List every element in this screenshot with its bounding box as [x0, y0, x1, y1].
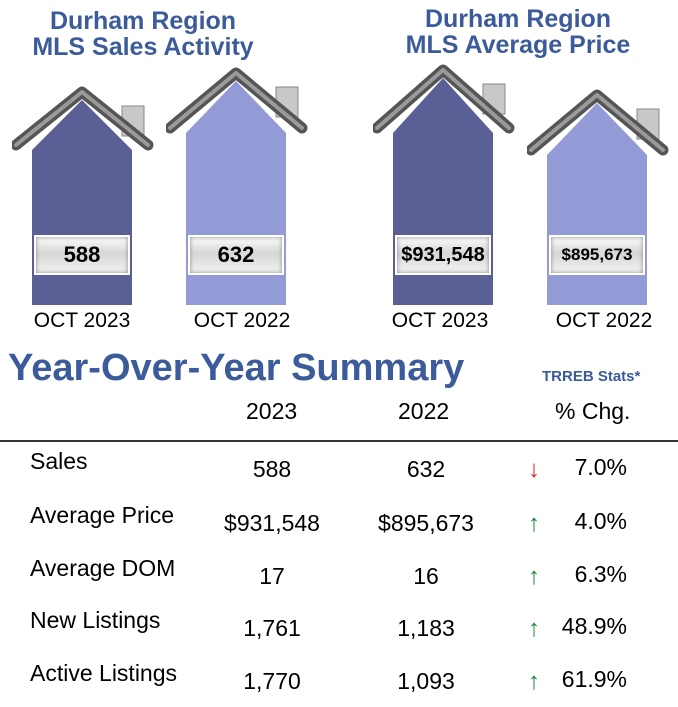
price-title-line1: Durham Region [424, 5, 612, 33]
sales-title: Durham Region MLS Sales Activity [8, 8, 278, 60]
period-label: OCT 2022 [555, 309, 653, 332]
value-2023: 588 [252, 456, 292, 482]
percent-change: 61.9% [561, 666, 627, 692]
period-label: OCT 2022 [193, 309, 291, 332]
down-arrow-icon: ↓ [528, 456, 540, 483]
row-label: Active Listings [30, 660, 178, 686]
summary-row: New Listings 1,761 1,183 ↑ 48.9% [0, 607, 678, 647]
row-label: Average Price [30, 502, 175, 528]
value-2023: 1,761 [243, 615, 301, 641]
header-change: % Chg. [555, 398, 631, 424]
summary-row: Average DOM 17 16 ↑ 6.3% [0, 555, 678, 595]
house-bar: $895,673 [527, 0, 677, 310]
value-2023: $931,548 [224, 510, 320, 536]
up-arrow-icon: ↑ [528, 615, 540, 642]
price-title: Durham Region MLS Average Price [378, 6, 658, 58]
value-2022: 1,093 [397, 668, 455, 694]
value-plate: $931,548 [395, 235, 491, 275]
value-2022: 632 [406, 456, 446, 482]
house-bar: 588 [12, 0, 162, 310]
row-label: New Listings [30, 607, 161, 633]
value-plate: 588 [34, 235, 130, 275]
percent-change: 6.3% [574, 561, 627, 587]
summary-row: Sales 588 632 ↓ 7.0% [0, 448, 678, 488]
period-label: OCT 2023 [391, 309, 489, 332]
summary-row: Active Listings 1,770 1,093 ↑ 61.9% [0, 660, 678, 700]
up-arrow-icon: ↑ [528, 510, 540, 537]
value-2023: 1,770 [243, 668, 301, 694]
row-label: Average DOM [30, 555, 176, 581]
value-plate: 632 [188, 235, 284, 275]
header-divider [0, 440, 678, 442]
value-plate: $895,673 [549, 235, 645, 275]
sales-title-line1: Durham Region [49, 7, 237, 35]
summary-title: Year-Over-Year Summary [8, 347, 465, 389]
up-arrow-icon: ↑ [528, 668, 540, 695]
percent-change: 7.0% [574, 454, 627, 480]
header-2023: 2023 [246, 398, 298, 424]
value-2022: 16 [413, 563, 439, 589]
price-title-line2: MLS Average Price [405, 31, 631, 59]
up-arrow-icon: ↑ [528, 563, 540, 590]
source-label: TRREB Stats* [542, 368, 641, 385]
percent-change: 48.9% [561, 613, 627, 639]
house-bar: $931,548 [373, 0, 523, 310]
house-bar: 632 [166, 0, 316, 310]
row-label: Sales [30, 448, 88, 474]
summary-row: Average Price $931,548 $895,673 ↑ 4.0% [0, 502, 678, 542]
header-2022: 2022 [398, 398, 450, 424]
value-2022: 1,183 [397, 615, 455, 641]
sales-title-line2: MLS Sales Activity [32, 33, 254, 61]
percent-change: 4.0% [574, 508, 627, 534]
period-label: OCT 2023 [33, 309, 131, 332]
value-2022: $895,673 [378, 510, 474, 536]
value-2023: 17 [259, 563, 285, 589]
